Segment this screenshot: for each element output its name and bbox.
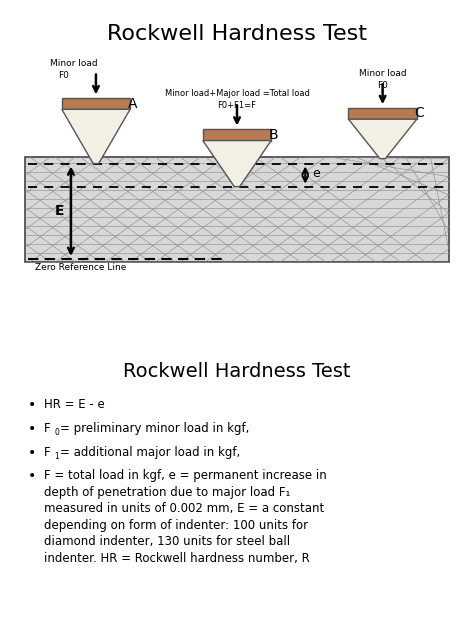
Text: Minor load: Minor load xyxy=(50,59,98,68)
Text: = preliminary minor load in kgf,: = preliminary minor load in kgf, xyxy=(61,422,250,435)
Text: F: F xyxy=(44,422,50,435)
Polygon shape xyxy=(203,140,271,186)
Text: HR = E - e: HR = E - e xyxy=(44,398,104,411)
Polygon shape xyxy=(62,109,130,164)
Bar xyxy=(203,129,271,140)
Text: Rockwell Hardness Test: Rockwell Hardness Test xyxy=(123,362,351,381)
Text: Zero Reference Line: Zero Reference Line xyxy=(35,263,126,272)
Text: 1: 1 xyxy=(54,452,59,461)
Text: = additional major load in kgf,: = additional major load in kgf, xyxy=(61,446,241,459)
Text: e: e xyxy=(312,167,320,180)
Text: F0+F1=F: F0+F1=F xyxy=(218,101,256,110)
Bar xyxy=(62,98,130,109)
Text: C: C xyxy=(414,106,424,121)
Text: F0: F0 xyxy=(59,71,70,80)
Text: •: • xyxy=(27,422,36,436)
Text: 0: 0 xyxy=(54,428,59,437)
Text: F = total load in kgf, e = permanent increase in
depth of penetration due to maj: F = total load in kgf, e = permanent inc… xyxy=(44,470,327,565)
Text: •: • xyxy=(27,470,36,483)
Text: F0: F0 xyxy=(377,81,388,90)
Text: Minor load: Minor load xyxy=(359,69,406,78)
Text: A: A xyxy=(128,97,137,111)
Text: B: B xyxy=(269,128,279,142)
Text: E: E xyxy=(55,204,64,218)
Text: •: • xyxy=(27,446,36,459)
Bar xyxy=(348,107,417,119)
Text: Minor load+Major load =Total load: Minor load+Major load =Total load xyxy=(164,89,310,98)
Bar xyxy=(26,157,448,262)
Text: F: F xyxy=(44,446,50,459)
Polygon shape xyxy=(348,119,417,159)
Text: Rockwell Hardness Test: Rockwell Hardness Test xyxy=(107,24,367,44)
Text: •: • xyxy=(27,398,36,413)
